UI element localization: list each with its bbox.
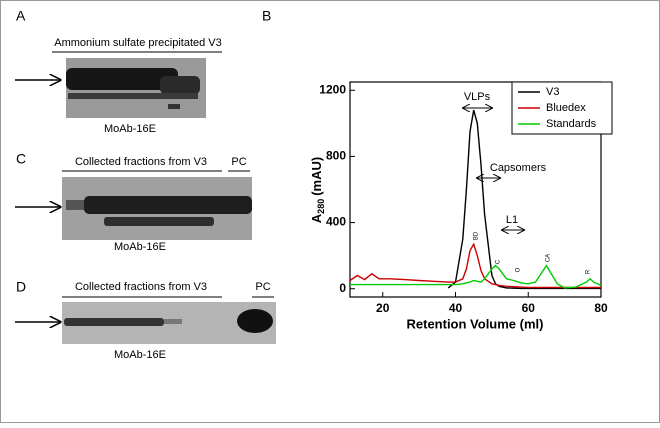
peak-label: BD (474, 231, 480, 240)
legend-label: V3 (546, 86, 559, 98)
x-tick-label: 20 (376, 301, 390, 315)
series-line (350, 264, 602, 289)
chart: Retention Volume (ml) A280 (mAU) (309, 108, 543, 331)
peak-label: CA (546, 254, 552, 262)
x-tick-label: 60 (522, 301, 536, 315)
legend-label: Bluedex (546, 102, 586, 114)
y-title-sub: 280 (316, 199, 326, 214)
plot-frame (349, 81, 602, 298)
y-tick-label: 400 (326, 215, 346, 229)
panel-label: A (16, 8, 26, 24)
y-tick-label: 1200 (319, 82, 346, 96)
legend-label: Standards (546, 118, 597, 130)
blot-caption: Collected fractions from V3 (75, 156, 207, 168)
peak-label: O (516, 267, 522, 272)
annotation: VLPs (464, 91, 491, 103)
peak-label: R (586, 269, 592, 274)
panel-label: C (16, 151, 26, 167)
x-tick-label: 40 (449, 301, 463, 315)
antibody-label: MoAb-16E (104, 123, 156, 135)
antibody-label: MoAb-16E (114, 241, 166, 253)
annotation: L1 (506, 214, 518, 226)
y-title-unit: (mAU) (309, 157, 324, 196)
blot-a: Ammonium sulfate precipitated V3 MoAb-16… (15, 37, 222, 135)
y-tick-label: 0 (339, 281, 346, 295)
series-line (349, 242, 601, 289)
blot-caption: Ammonium sulfate precipitated V3 (54, 37, 222, 49)
annotation: Capsomers (490, 162, 547, 174)
x-axis-title: Retention Volume (ml) (407, 316, 544, 331)
panel-label: B (262, 8, 271, 24)
blot-d: Collected fractions from V3 PC MoAb-16E (15, 281, 276, 361)
peak-label: C (496, 259, 502, 264)
blot-caption: Collected fractions from V3 (75, 281, 207, 293)
x-tick-label: 80 (594, 301, 608, 315)
y-axis-title: A280 (mAU) (309, 157, 326, 223)
y-title-main: A (309, 213, 324, 223)
antibody-label: MoAb-16E (114, 349, 166, 361)
panel-label: D (16, 279, 26, 295)
blot-c: Collected fractions from V3 PC MoAb-16E (15, 156, 252, 253)
blot-extra-label: PC (255, 281, 270, 293)
series-line (447, 109, 601, 290)
blot-extra-label: PC (231, 156, 246, 168)
y-tick-label: 800 (326, 149, 346, 163)
